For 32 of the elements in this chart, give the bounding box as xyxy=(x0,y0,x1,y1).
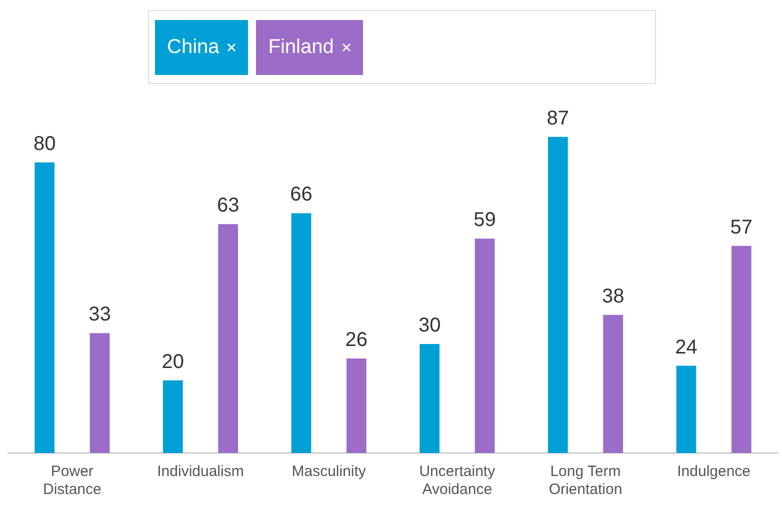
x-tick-label: Masculinity xyxy=(292,463,366,480)
bar xyxy=(603,314,624,453)
x-tick-label: Individualism xyxy=(157,463,244,480)
text: Finland xyxy=(268,36,334,58)
bar xyxy=(548,136,568,453)
x-tick-label: Power Distance xyxy=(42,463,102,498)
x-tick-label: Long Term Orientation xyxy=(548,463,622,498)
data-label: 87 xyxy=(546,107,570,130)
data-label: 24 xyxy=(675,336,698,358)
text: China xyxy=(167,36,220,58)
data-label: 66 xyxy=(290,184,312,206)
data-label: 59 xyxy=(474,209,496,232)
bar xyxy=(90,333,110,453)
bar xyxy=(474,238,495,453)
data-label: 20 xyxy=(162,350,184,373)
data-label: 30 xyxy=(418,314,441,337)
data-label: 33 xyxy=(88,304,111,326)
data-label: 57 xyxy=(730,216,753,238)
data-label: 38 xyxy=(602,285,624,308)
data-label: 26 xyxy=(345,329,368,352)
bar xyxy=(731,246,752,453)
bar xyxy=(420,344,440,453)
data-label: 80 xyxy=(33,132,56,155)
x-tick-label: Uncertainty Avoidance xyxy=(419,463,496,498)
bar xyxy=(34,162,55,453)
bar xyxy=(676,366,696,453)
bar xyxy=(291,213,312,453)
x-tick-label: Indulgence xyxy=(677,463,751,480)
bar xyxy=(346,358,366,453)
bar xyxy=(218,224,238,453)
data-label: 63 xyxy=(216,194,240,217)
bar xyxy=(162,380,183,453)
